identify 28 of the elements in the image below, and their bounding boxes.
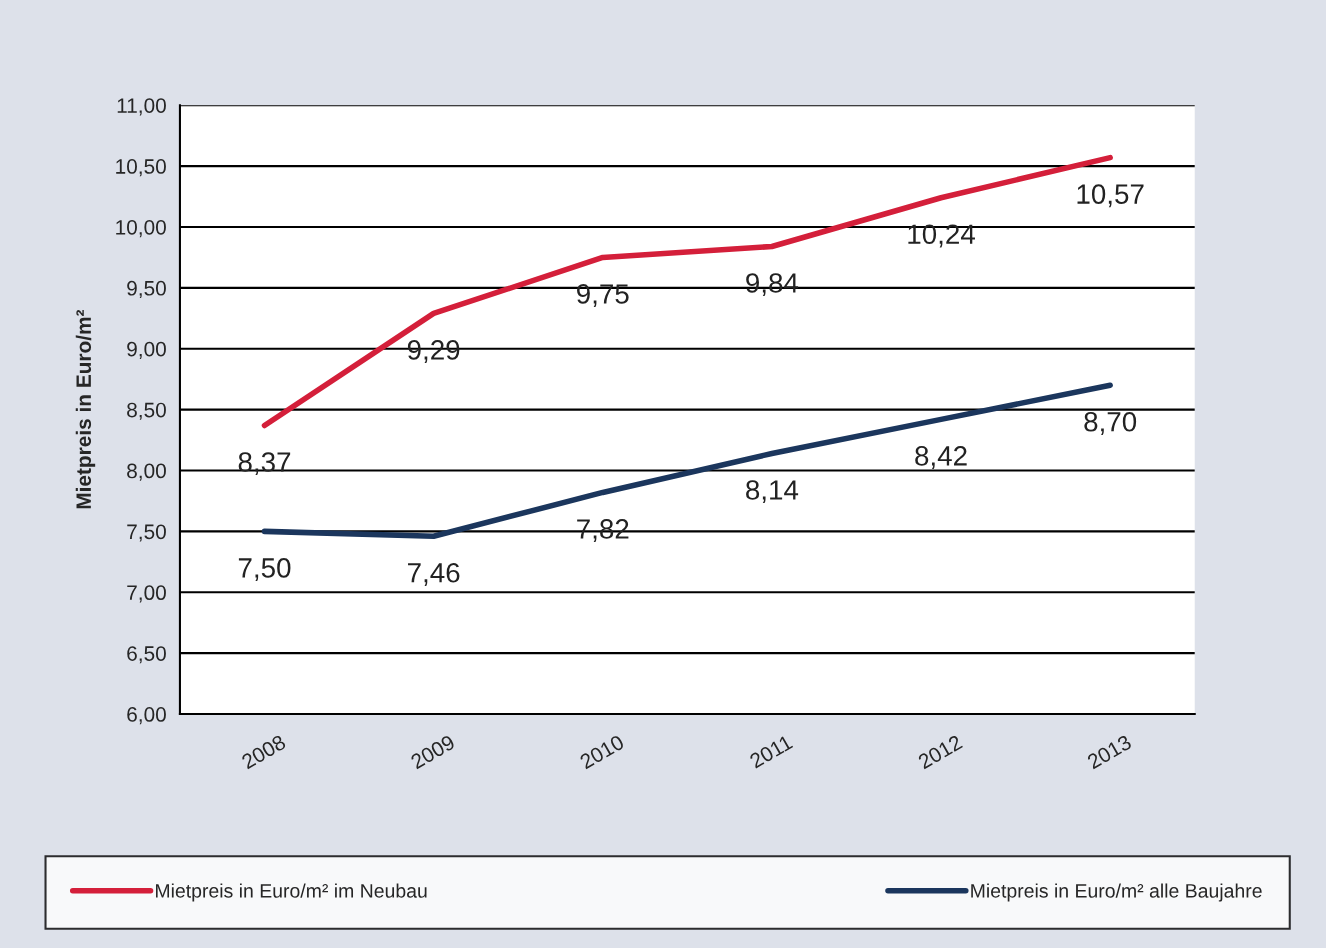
data-label: 8,14 xyxy=(746,480,799,504)
x-tick-label: 2012 xyxy=(917,734,963,770)
x-tick-label: 2013 xyxy=(1086,734,1133,770)
x-tick-label: 2008 xyxy=(240,734,287,770)
data-label: 7,50 xyxy=(238,558,291,582)
y-tick-label: 10,50 xyxy=(116,159,166,177)
y-tick-label: 8,00 xyxy=(127,463,166,481)
data-label: 7,46 xyxy=(408,562,460,586)
x-tick-label: 2011 xyxy=(748,734,794,769)
y-tick-label: 10,00 xyxy=(116,219,166,238)
x-tick-label: 2009 xyxy=(409,734,456,770)
y-tick-label: 9,50 xyxy=(127,280,166,299)
data-label: 8,42 xyxy=(915,446,967,469)
data-label: 8,70 xyxy=(1084,411,1137,435)
y-tick-label: 9,00 xyxy=(127,341,166,359)
data-label: 9,75 xyxy=(577,284,629,308)
legend-label: Mietpreis in Euro/m² alle Baujahre xyxy=(971,883,1262,902)
y-tick-label: 7,00 xyxy=(127,585,166,603)
data-label: 10,24 xyxy=(908,224,975,248)
y-tick-label: 11,00 xyxy=(117,98,166,116)
y-tick-label: 7,50 xyxy=(127,524,166,542)
data-label: 10,57 xyxy=(1077,184,1144,208)
y-tick-label: 6,50 xyxy=(127,646,166,664)
x-tick-label: 2010 xyxy=(579,734,625,770)
y-axis-title: Mietpreis in Euro/m² xyxy=(75,309,96,509)
y-tick-label: 8,50 xyxy=(127,402,166,420)
y-tick-label: 6,00 xyxy=(127,707,166,725)
legend-label: Mietpreis in Euro/m² im Neubau xyxy=(156,883,427,902)
